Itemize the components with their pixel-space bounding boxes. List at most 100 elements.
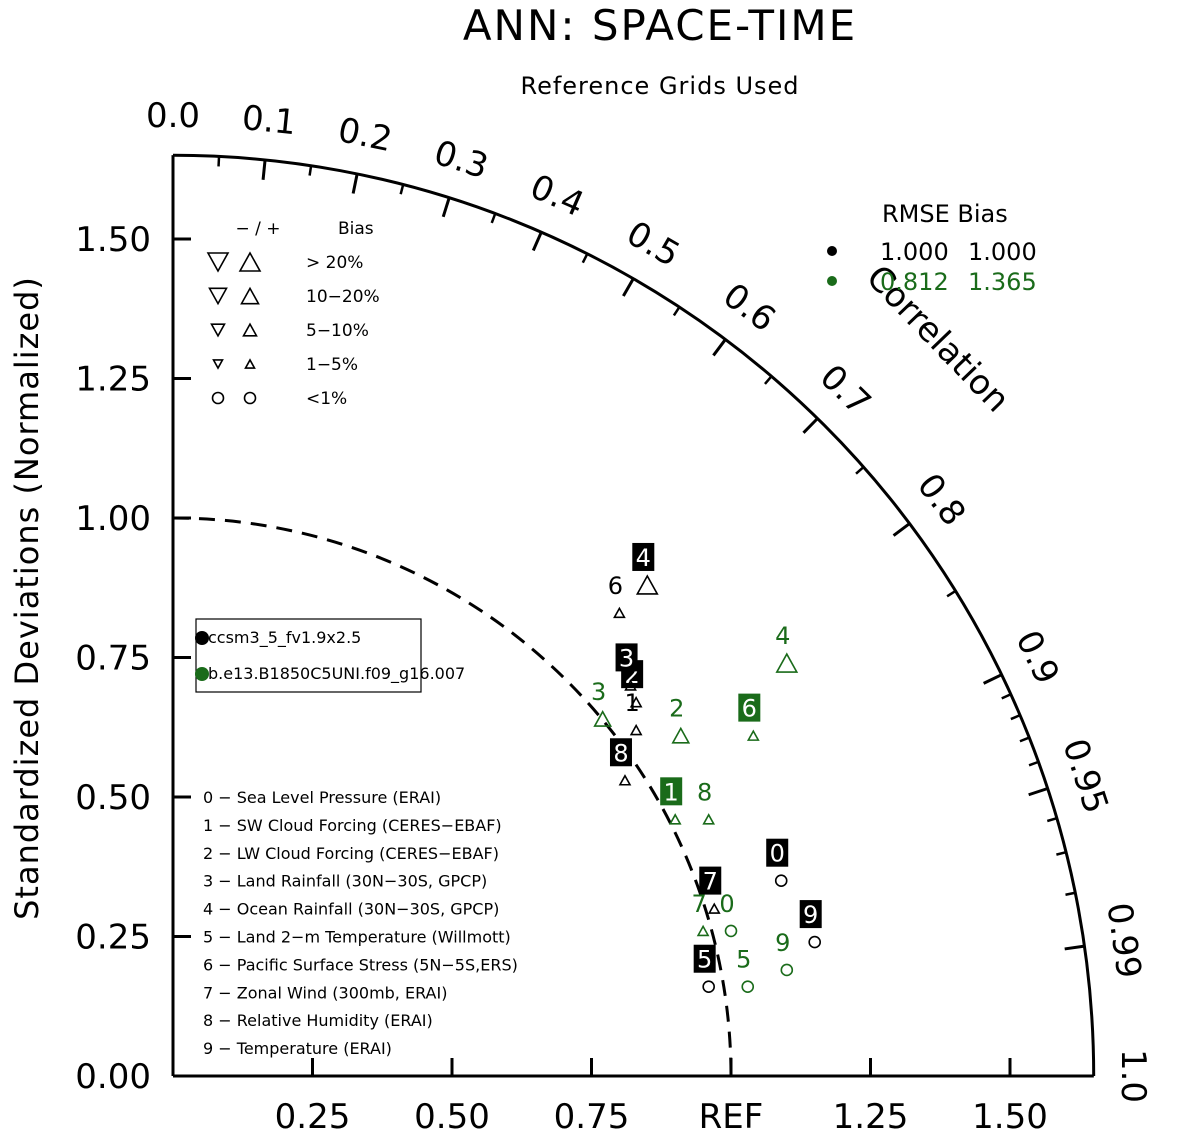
data-label: 8	[613, 739, 628, 767]
data-label-box	[699, 866, 722, 895]
corr-minor-tick	[490, 213, 497, 224]
data-marker	[702, 813, 716, 825]
data-label: 4	[636, 544, 651, 572]
data-label: 6	[608, 572, 623, 600]
data-label-box	[632, 542, 655, 571]
data-marker	[741, 980, 755, 994]
rmse-header: RMSE Bias	[882, 200, 1008, 228]
y-tick-label: 0.00	[75, 1057, 151, 1097]
corr-tick-label: 0.0	[146, 96, 200, 136]
corr-minor-tick	[1001, 693, 1012, 700]
corr-minor-tick	[581, 253, 589, 264]
data-label: 1	[624, 689, 639, 717]
bias-key-circle	[243, 391, 257, 405]
corr-minor-tick	[399, 184, 405, 195]
data-label: 3	[619, 644, 634, 672]
x-tick-label: 1.25	[833, 1097, 909, 1135]
corr-tick-label: 0.1	[240, 98, 298, 143]
data-marker	[668, 813, 682, 825]
y-tick-label: 1.50	[75, 220, 151, 260]
corr-tick	[802, 417, 819, 434]
corr-tick-label: 0.3	[429, 133, 493, 187]
bias-key-up-triangle	[240, 286, 260, 305]
data-marker	[774, 874, 788, 888]
data-label: 7	[691, 890, 706, 918]
data-label: 8	[697, 778, 712, 806]
corr-tick-label: 0.4	[524, 167, 590, 225]
data-marker	[780, 963, 794, 977]
data-marker	[624, 679, 637, 691]
corr-tick	[1064, 944, 1085, 951]
data-label-box	[766, 838, 789, 867]
x-tick-label: 0.25	[275, 1097, 351, 1135]
rmse-value: 0.812	[880, 268, 949, 296]
x-tick-label: 0.50	[414, 1097, 490, 1135]
data-label: 9	[775, 929, 790, 957]
y-tick-label: 1.00	[75, 499, 151, 539]
data-label: 9	[803, 901, 818, 929]
bias-key: − / + Bias > 20% 10−20% 5−10% 1−5% <1%	[206, 219, 380, 409]
bias-key-up-triangle	[238, 251, 262, 272]
variable-item: 7 − Zonal Wind (300mb, ERAI)	[203, 983, 447, 1002]
bias-key-down-triangle	[208, 287, 228, 306]
bias-key-down-triangle	[206, 252, 230, 273]
corr-tick-label: 0.2	[335, 110, 396, 160]
data-label: 5	[697, 946, 712, 974]
legend-label: b.e13.B1850C5UNI.f09_g16.007	[208, 664, 465, 684]
data-label-box	[660, 777, 683, 806]
data-label: 0	[770, 840, 785, 868]
x-tick-label: REF	[699, 1097, 764, 1135]
data-label-box	[738, 693, 761, 722]
variable-list: 0 − Sea Level Pressure (ERAI) 1 − SW Clou…	[203, 788, 518, 1058]
variable-item: 6 − Pacific Surface Stress (5N−5S,ERS)	[203, 955, 518, 974]
bias-key-row-label: 10−20%	[306, 287, 380, 307]
data-label-box	[615, 643, 638, 672]
corr-minor-tick	[1046, 817, 1058, 823]
corr-tick-label: 1.0	[1113, 1049, 1153, 1103]
bias-key-title: Bias	[338, 219, 374, 239]
rmse-row-dot	[827, 276, 837, 286]
data-marker	[629, 723, 643, 736]
corr-minor-tick	[1056, 850, 1067, 856]
data-label: 4	[775, 622, 790, 650]
variable-item: 9 − Temperature (ERAI)	[203, 1039, 392, 1058]
data-label: 3	[591, 678, 606, 706]
corr-minor-tick	[764, 375, 773, 385]
rmse-row-dot	[827, 246, 837, 256]
data-marker	[613, 606, 626, 619]
data-marker	[618, 774, 632, 786]
legend-label: ccsm3_5_fv1.9x2.5	[208, 628, 361, 648]
outer-arc	[172, 153, 1096, 1077]
bias-key-signs: − / +	[235, 219, 280, 239]
corr-minor-tick	[308, 165, 313, 176]
bias-key-circle	[211, 391, 225, 405]
data-label: 1	[664, 778, 679, 806]
chart-title: ANN: SPACE-TIME	[463, 1, 857, 50]
variable-item: 4 − Ocean Rainfall (30N−30S, GPCP)	[203, 900, 499, 919]
data-marker	[775, 652, 799, 673]
variable-item: 3 − Land Rainfall (30N−30S, GPCP)	[203, 872, 487, 891]
corr-tick-label: 0.9	[1007, 624, 1067, 690]
data-label: 7	[703, 868, 718, 896]
corr-tick	[441, 197, 451, 218]
data-label: 5	[736, 946, 751, 974]
variable-item: 1 − SW Cloud Forcing (CERES−EBAF)	[203, 816, 502, 835]
legend-marker	[195, 667, 209, 681]
data-marker	[707, 902, 721, 914]
data-marker	[696, 924, 710, 937]
x-tick-label: 0.75	[554, 1097, 630, 1135]
variable-item: 2 − LW Cloud Forcing (CERES−EBAF)	[203, 844, 499, 863]
legend-box	[195, 618, 422, 693]
y-axis-label: Standardized Deviations (Normalized)	[8, 276, 46, 920]
x-tick-label: 1.50	[972, 1097, 1048, 1135]
bias-key-up-triangle	[242, 322, 258, 337]
data-marker	[593, 710, 613, 727]
corr-minor-tick	[1028, 760, 1039, 767]
data-marker	[629, 695, 643, 708]
rmse-value: 1.000	[880, 238, 949, 266]
reference-arc	[172, 516, 733, 1077]
corr-tick	[1028, 787, 1049, 797]
variable-item: 8 − Relative Humidity (ERAI)	[203, 1011, 433, 1030]
